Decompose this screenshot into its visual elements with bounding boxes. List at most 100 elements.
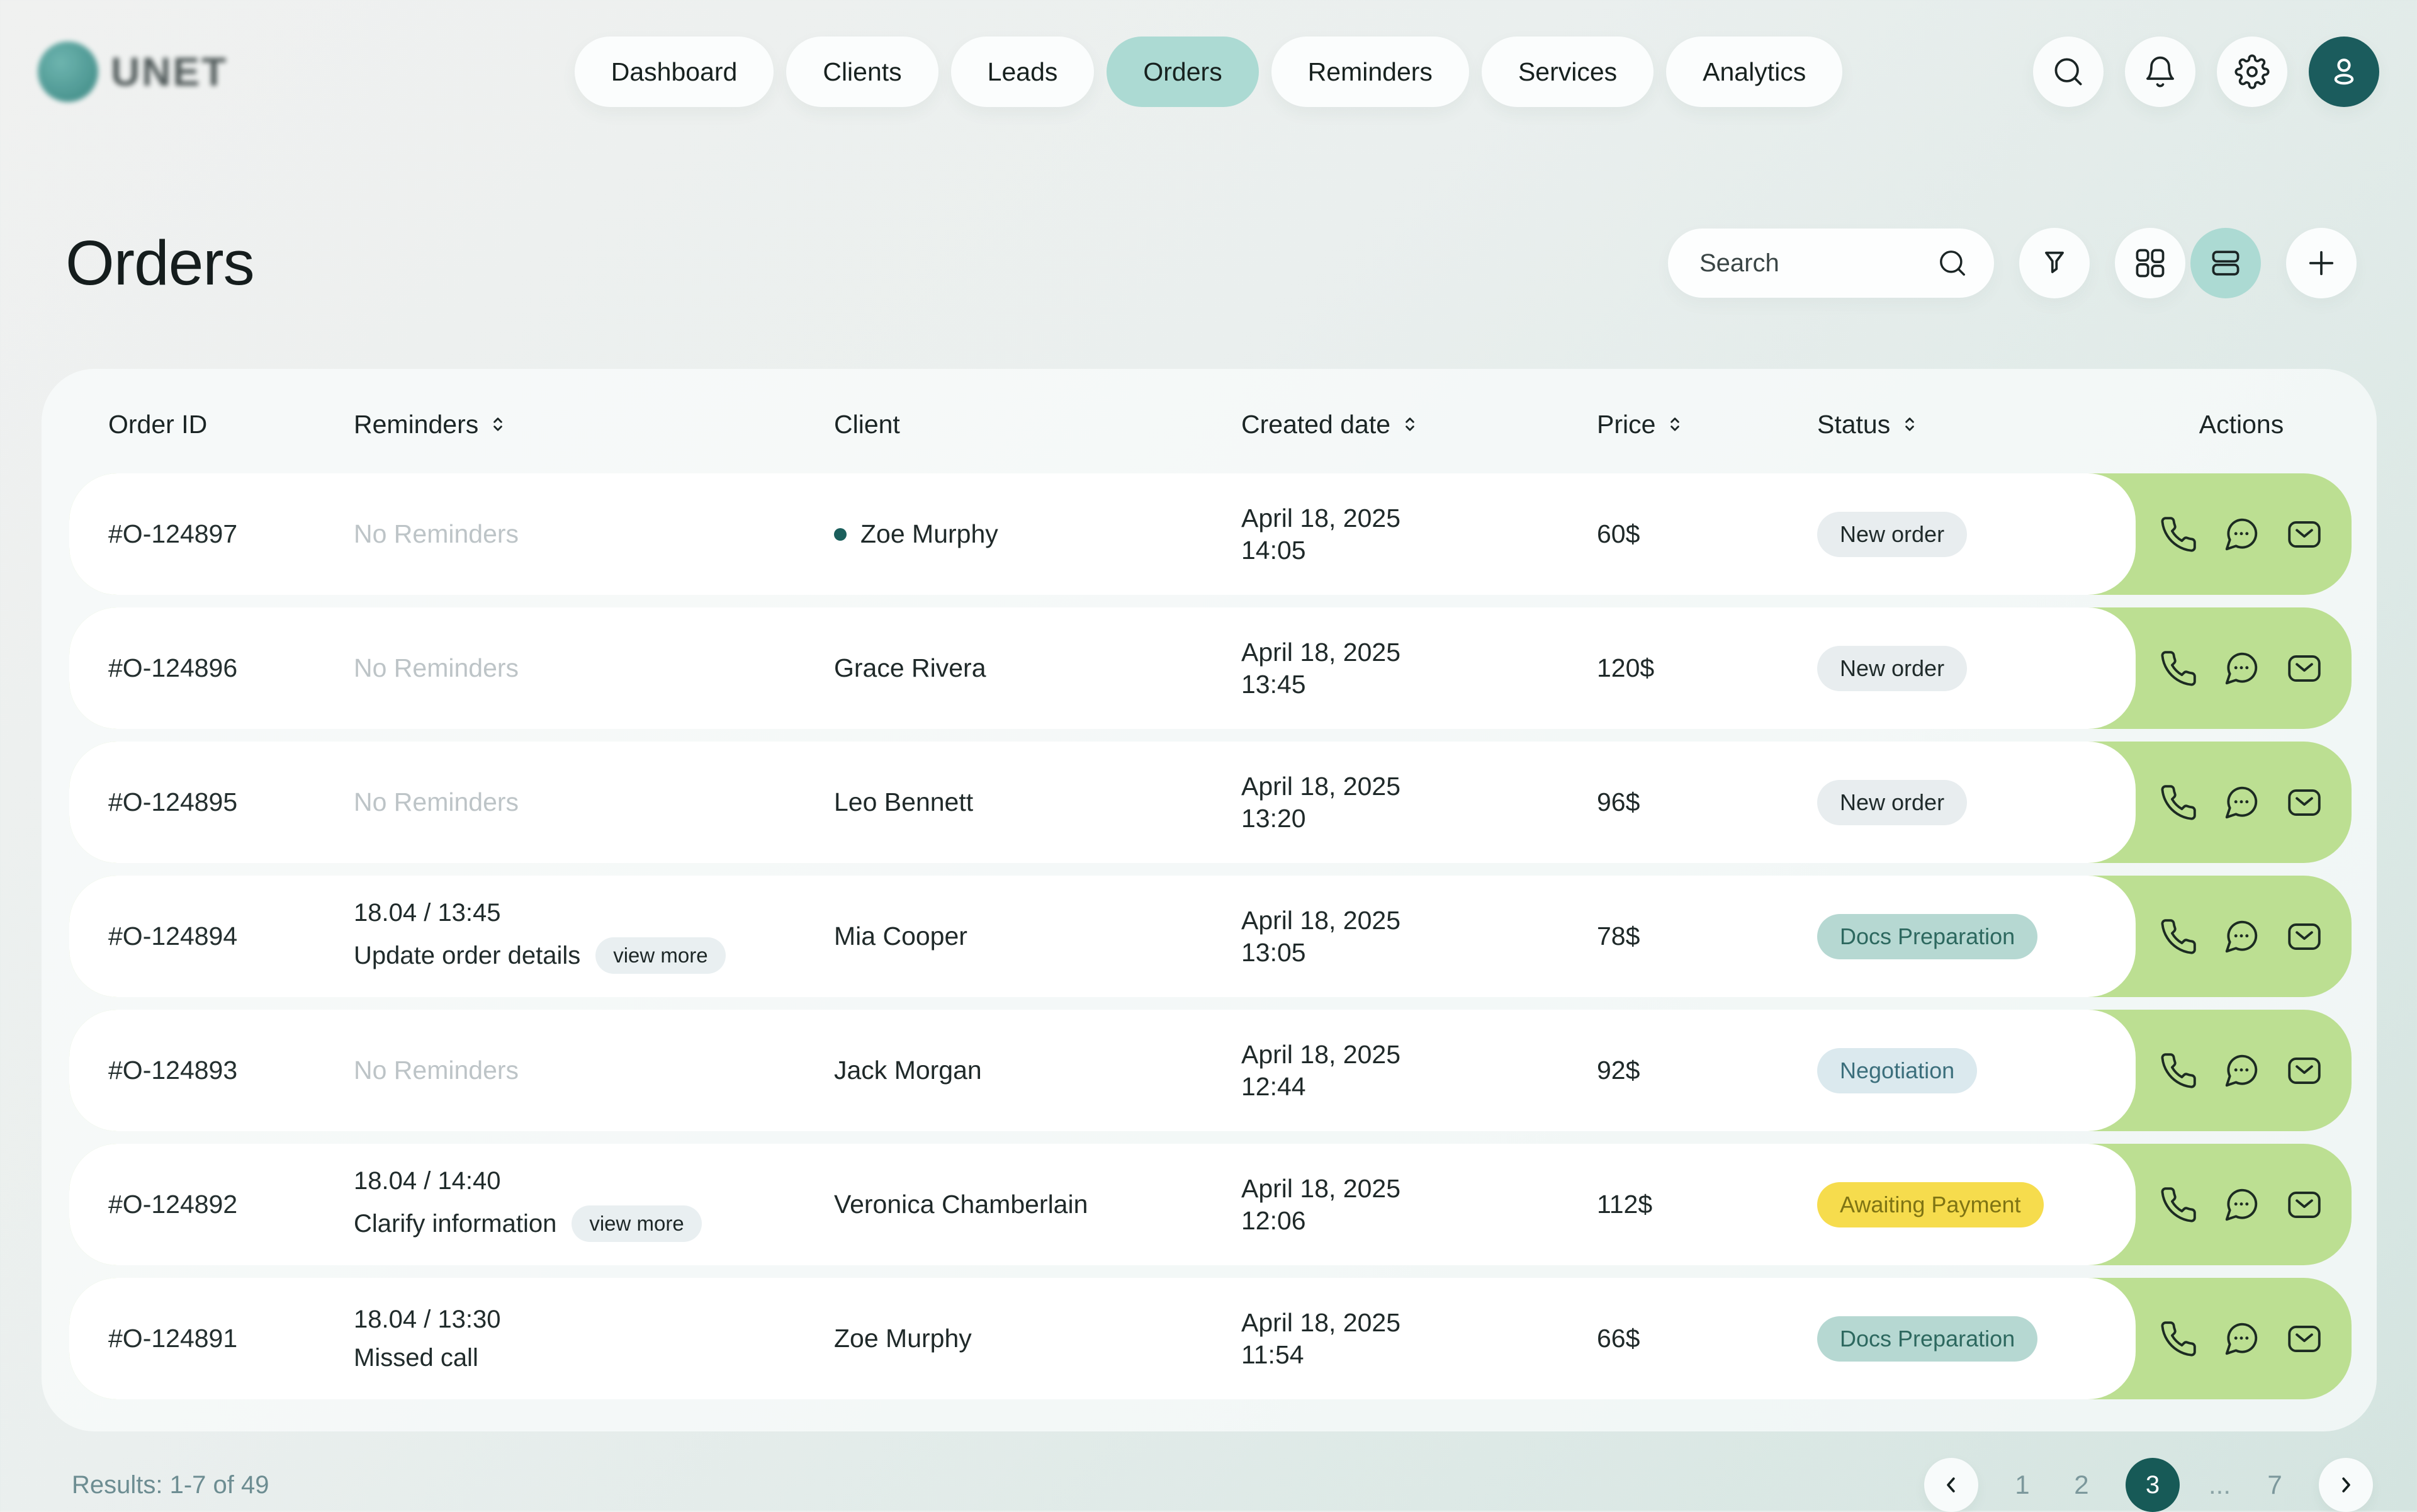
phone-action-button[interactable] [2159,1185,2198,1224]
column-label: Created date [1241,410,1390,439]
chat-action-button[interactable] [2222,1319,2261,1358]
reminders-cell: 18.04 / 13:45Update order detailsview mo… [354,899,834,974]
mail-action-button[interactable] [2285,917,2324,956]
chat-action-button[interactable] [2222,1185,2261,1224]
order-id-cell: #O-124896 [108,653,354,683]
client-cell: Zoe Murphy [834,1324,1241,1353]
mail-action-button[interactable] [2285,1051,2324,1090]
no-reminders-label: No Reminders [354,519,519,548]
client-name: Zoe Murphy [860,519,998,549]
phone-action-button[interactable] [2159,1051,2198,1090]
order-id-cell: #O-124895 [108,787,354,817]
created-date: April 18, 2025 [1241,636,1597,668]
chat-action-button[interactable] [2222,917,2261,956]
price-cell: 60$ [1597,519,1817,549]
pagination-prev-button[interactable] [1924,1458,1978,1512]
brand-logo[interactable]: UNET [38,42,441,102]
bell-button[interactable] [2125,37,2195,107]
sort-icon[interactable] [1664,414,1686,435]
chat-icon [2222,515,2261,554]
mail-action-button[interactable] [2285,515,2324,554]
created-date: April 18, 2025 [1241,905,1597,936]
chat-action-button[interactable] [2222,1051,2261,1090]
column-header-price[interactable]: Price [1597,410,1817,439]
phone-action-button[interactable] [2159,515,2198,554]
reminder-note: Clarify information [354,1210,556,1238]
created-date-cell: April 18, 202513:05 [1241,905,1597,968]
mail-action-button[interactable] [2285,783,2324,822]
column-header-status[interactable]: Status [1817,410,2131,439]
phone-action-button[interactable] [2159,783,2198,822]
phone-action-button[interactable] [2159,649,2198,688]
search-button[interactable] [2033,37,2104,107]
row-actions [2131,876,2352,997]
mail-action-button[interactable] [2285,1319,2324,1358]
view-toggle [2115,228,2261,298]
search-icon[interactable] [1936,247,1969,279]
search-icon [2051,54,2086,89]
client-name: Leo Bennett [834,787,973,817]
column-label: Status [1817,410,1890,439]
pagination: 123...7 [1924,1458,2373,1512]
order-id-cell: #O-124893 [108,1056,354,1085]
reminders-cell: No Reminders [354,1056,834,1085]
nav-item-clients[interactable]: Clients [786,37,938,107]
search-box[interactable] [1668,228,1994,298]
table-row: #O-124896No RemindersGrace RiveraApril 1… [69,607,2352,729]
table-row-main: #O-12489218.04 / 14:40Clarify informatio… [69,1144,2136,1265]
list-view-button[interactable] [2190,228,2261,298]
pagination-page-7[interactable]: 7 [2260,1470,2290,1500]
mail-action-button[interactable] [2285,649,2324,688]
column-label: Order ID [108,410,207,439]
mail-action-button[interactable] [2285,1185,2324,1224]
column-header-reminders[interactable]: Reminders [354,410,834,439]
column-header-created-date[interactable]: Created date [1241,410,1597,439]
nav-item-analytics[interactable]: Analytics [1666,37,1842,107]
add-button[interactable] [2286,228,2357,298]
nav-item-leads[interactable]: Leads [951,37,1095,107]
table-row-main: #O-12489118.04 / 13:30Missed callZoe Mur… [69,1278,2136,1399]
nav-item-orders[interactable]: Orders [1107,37,1258,107]
nav-item-reminders[interactable]: Reminders [1271,37,1469,107]
table-row-main: #O-12489418.04 / 13:45Update order detai… [69,876,2136,997]
nav-item-dashboard[interactable]: Dashboard [575,37,774,107]
phone-action-button[interactable] [2159,1319,2198,1358]
created-time: 13:45 [1241,669,1597,700]
bell-icon [2143,54,2178,89]
status-badge: New order [1817,780,1967,825]
add-icon [2304,245,2339,281]
chat-action-button[interactable] [2222,649,2261,688]
page-head: Orders [0,107,2417,298]
phone-icon [2159,515,2198,554]
filter-button[interactable] [2019,228,2090,298]
status-cell: New order [1817,646,2136,691]
grid-view-button[interactable] [2115,228,2185,298]
avatar-button[interactable] [2309,37,2379,107]
sort-icon[interactable] [1399,414,1421,435]
row-actions [2131,742,2352,863]
view-more-button[interactable]: view more [572,1205,701,1242]
phone-action-button[interactable] [2159,917,2198,956]
orders-page: UNET DashboardClientsLeadsOrdersReminder… [0,0,2417,1512]
sort-icon[interactable] [487,414,509,435]
pagination-page-1[interactable]: 1 [2007,1470,2037,1500]
gear-button[interactable] [2217,37,2287,107]
nav-item-services[interactable]: Services [1482,37,1654,107]
pagination-page-3[interactable]: 3 [2126,1458,2180,1512]
chat-icon [2222,1051,2261,1090]
column-header-order-id: Order ID [108,410,354,439]
status-cell: Awaiting Payment [1817,1182,2136,1227]
created-date: April 18, 2025 [1241,770,1597,802]
reminders-cell: No Reminders [354,519,834,549]
pagination-page-2[interactable]: 2 [2066,1470,2097,1500]
mail-icon [2285,783,2324,822]
sort-icon[interactable] [1899,414,1920,435]
status-badge: Docs Preparation [1817,914,2037,959]
search-input[interactable] [1698,249,1936,278]
view-more-button[interactable]: view more [595,937,725,974]
created-date: April 18, 2025 [1241,502,1597,534]
row-actions [2131,1010,2352,1131]
pagination-next-button[interactable] [2319,1458,2373,1512]
chat-action-button[interactable] [2222,783,2261,822]
chat-action-button[interactable] [2222,515,2261,554]
